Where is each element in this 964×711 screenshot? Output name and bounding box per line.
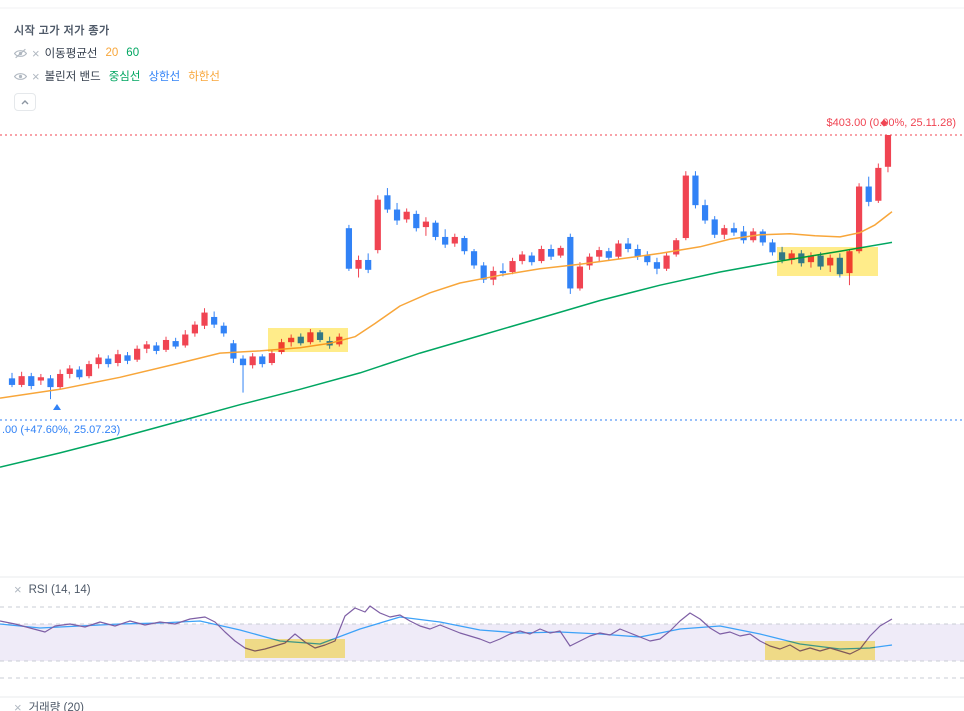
chart-legend: 시작 고가 저가 종가 × 이동평균선 20 60 × [14, 22, 220, 111]
indicator-label-bollinger: 볼린저 밴드 [44, 71, 101, 83]
ma60-line [0, 241, 893, 468]
close-icon[interactable]: × [32, 45, 40, 61]
rsi-highlight-zone [765, 641, 875, 660]
close-icon[interactable]: × [14, 699, 22, 711]
ma-period-60: 60 [126, 47, 140, 59]
eye-off-icon[interactable] [14, 48, 27, 59]
ma-period-20: 20 [105, 47, 119, 59]
bollinger-upper-label: 상한선 [148, 71, 181, 83]
indicator-row-moving-average: × 이동평균선 20 60 [14, 45, 220, 61]
bollinger-lower-label: 하한선 [188, 71, 220, 83]
indicator-label-moving-average: 이동평균선 [44, 48, 98, 60]
ohlc-header-label: 시작 고가 저가 종가 [14, 25, 110, 37]
eye-icon[interactable] [14, 71, 27, 82]
volume-panel-title: 거래량 (20) [28, 702, 84, 711]
rsi-panel-header: × RSI (14, 14) [14, 583, 91, 596]
close-icon[interactable]: × [32, 68, 40, 84]
candles-layer [8, 135, 892, 400]
indicator-row-bollinger: × 볼린저 밴드 중심선 상한선 하한선 [14, 68, 220, 84]
highlight-zone [777, 247, 878, 276]
event-marker [53, 404, 61, 410]
rsi-line [0, 605, 893, 655]
event-price-label: .00 (+47.60%, 25.07.23) [2, 424, 120, 436]
legend-collapse-button[interactable] [14, 93, 36, 111]
close-icon[interactable]: × [14, 582, 22, 597]
bollinger-center-label: 중심선 [108, 71, 141, 83]
volume-panel-header: × 거래량 (20) [14, 699, 84, 711]
chevron-up-icon [21, 99, 29, 105]
highlight-zone [268, 328, 348, 352]
rsi-panel-title: RSI (14, 14) [28, 583, 91, 596]
ma20-line [0, 211, 893, 399]
current-price-label: $403.00 (0.00%, 25.11.28) [827, 117, 956, 129]
rsi-highlight-zone [245, 639, 345, 658]
